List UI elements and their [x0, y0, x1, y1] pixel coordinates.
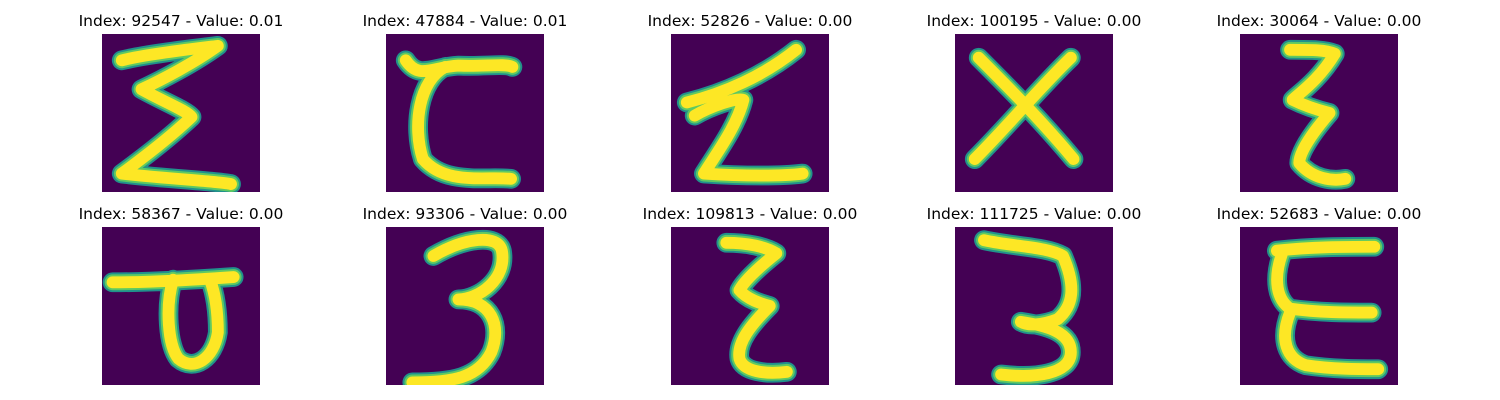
image-panel: Index: 100195 - Value: 0.00	[914, 10, 1154, 192]
glyph-stroke	[978, 234, 1078, 382]
handwritten-glyph-image	[1240, 34, 1398, 192]
handwritten-glyph-image	[102, 34, 260, 192]
image-title: Index: 52683 - Value: 0.00	[1216, 205, 1422, 223]
image-title: Index: 111725 - Value: 0.00	[926, 205, 1142, 223]
image-panel: Index: 52683 - Value: 0.00	[1199, 203, 1439, 385]
image-panel: Index: 93306 - Value: 0.00	[345, 203, 585, 385]
handwritten-glyph-image	[102, 227, 260, 385]
image-panel: Index: 111725 - Value: 0.00	[914, 203, 1154, 385]
image-title: Index: 58367 - Value: 0.00	[78, 205, 284, 223]
handwritten-glyph-image	[1240, 227, 1398, 385]
image-panel: Index: 58367 - Value: 0.00	[61, 203, 301, 385]
handwritten-glyph-image	[955, 34, 1113, 192]
glyph-stroke	[399, 54, 519, 185]
image-panel: Index: 92547 - Value: 0.01	[61, 10, 301, 192]
glyph-stroke	[115, 39, 237, 191]
handwritten-glyph-image	[386, 34, 544, 192]
handwritten-glyph-image	[671, 34, 829, 192]
image-title: Index: 100195 - Value: 0.00	[926, 12, 1142, 30]
image-panel: Index: 109813 - Value: 0.00	[630, 203, 870, 385]
glyph-stroke	[720, 236, 793, 379]
glyph-stroke	[680, 43, 809, 182]
glyph-stroke	[406, 233, 509, 385]
handwritten-glyph-image	[955, 227, 1113, 385]
image-title: Index: 30064 - Value: 0.00	[1216, 12, 1422, 30]
image-panel: Index: 52826 - Value: 0.00	[630, 10, 870, 192]
image-title: Index: 93306 - Value: 0.00	[362, 205, 568, 223]
image-title: Index: 92547 - Value: 0.01	[78, 12, 284, 30]
image-title: Index: 47884 - Value: 0.01	[362, 12, 568, 30]
image-title: Index: 52826 - Value: 0.00	[647, 12, 853, 30]
handwritten-glyph-image	[671, 227, 829, 385]
glyph-stroke	[106, 271, 240, 370]
glyph-stroke	[1284, 43, 1352, 186]
image-title: Index: 109813 - Value: 0.00	[642, 205, 858, 223]
image-panel: Index: 30064 - Value: 0.00	[1199, 10, 1439, 192]
glyph-stroke	[968, 51, 1080, 166]
image-panel: Index: 47884 - Value: 0.01	[345, 10, 585, 192]
glyph-stroke	[1270, 240, 1385, 376]
handwritten-glyph-image	[386, 227, 544, 385]
